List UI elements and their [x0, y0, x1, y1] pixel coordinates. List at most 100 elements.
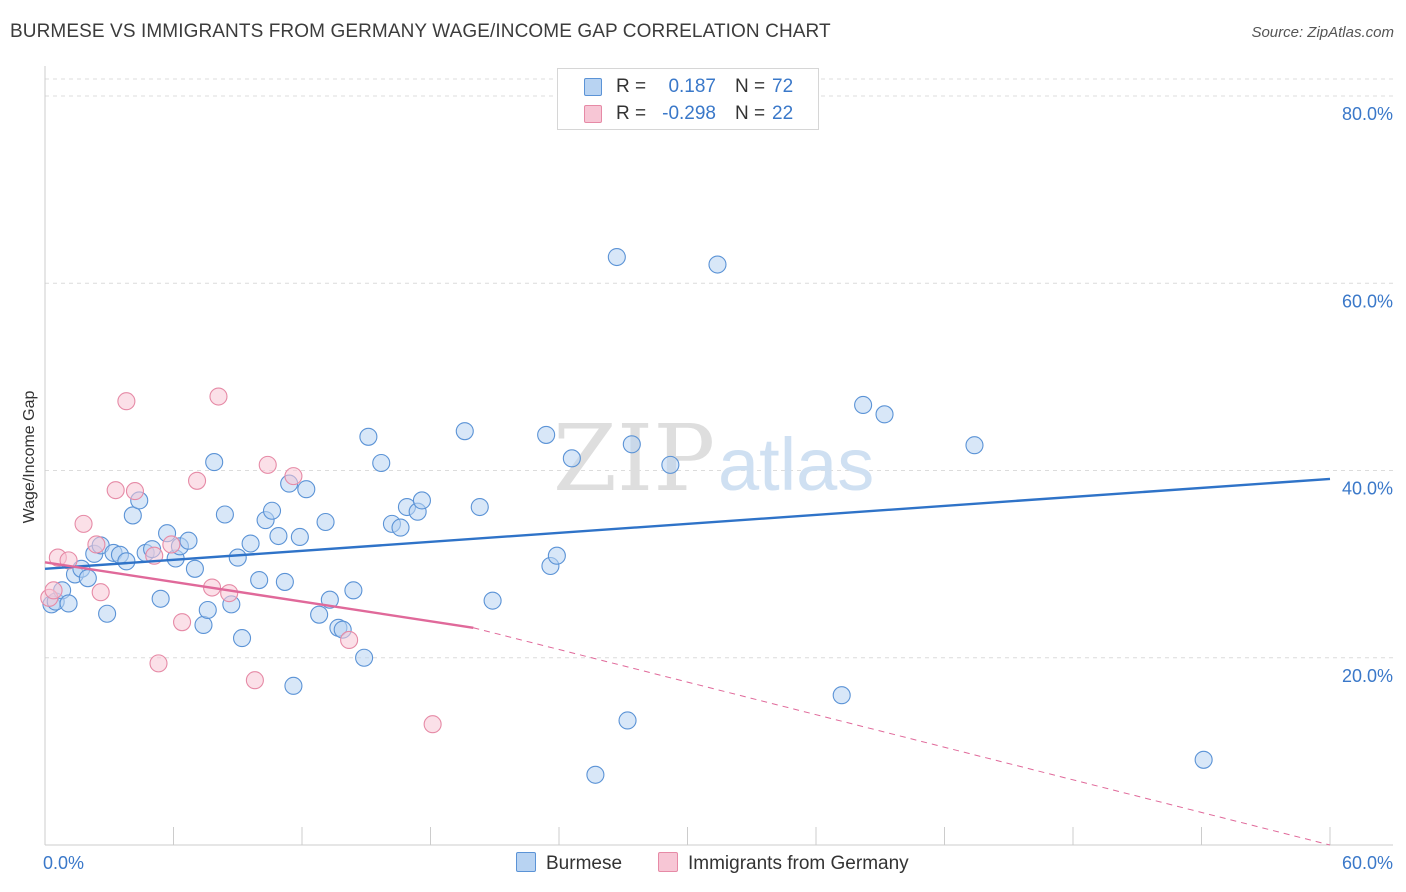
burmese-point [355, 648, 374, 667]
germany-trend-extension [473, 627, 1331, 846]
burmese-point [412, 491, 431, 510]
bottom-legend-swatch-burmese [516, 852, 536, 872]
burmese-point [297, 480, 316, 499]
burmese-point [205, 453, 224, 472]
burmese-point [250, 570, 269, 590]
legend-r-value: 0.187 [668, 76, 716, 97]
germany-point [340, 630, 359, 650]
legend-r-label: R = [616, 103, 647, 124]
legend-n-value: 72 [772, 76, 794, 97]
burmese-point [562, 449, 581, 468]
burmese-point [117, 552, 136, 571]
legend-swatch-germany [584, 105, 602, 123]
burmese-point [372, 453, 391, 473]
burmese-point [875, 405, 894, 424]
burmese-point [232, 629, 252, 648]
germany-point [258, 455, 277, 474]
germany-point [91, 583, 110, 602]
burmese-point [344, 581, 363, 600]
burmese-point [284, 676, 303, 695]
burmese-point [151, 589, 170, 608]
germany-trend-line [44, 561, 474, 629]
watermark: ZIP atlas [553, 405, 874, 512]
burmese-point [622, 435, 641, 454]
burmese-point [320, 590, 339, 609]
burmese-point [618, 711, 637, 730]
germany-point [220, 584, 239, 603]
y-tick-label: 40.0% [1342, 479, 1393, 499]
burmese-trend-line [44, 477, 1331, 571]
bottom-legend-burmese: Burmese [516, 852, 622, 875]
burmese-point [228, 548, 247, 567]
y-axis-label: Wage/Income Gap [21, 391, 38, 524]
burmese-point [483, 591, 502, 610]
burmese-point [661, 455, 680, 474]
germany-points [40, 387, 442, 734]
germany-point [106, 481, 125, 500]
x-tick-label: 0.0% [43, 853, 84, 873]
burmese-point [185, 559, 204, 578]
chart-title: BURMESE VS IMMIGRANTS FROM GERMANY WAGE/… [10, 21, 831, 42]
burmese-point [290, 527, 309, 547]
burmese-point [854, 395, 873, 415]
germany-point [173, 613, 192, 632]
germany-point [74, 514, 93, 533]
germany-point [117, 392, 136, 411]
bottom-legend-germany: Immigrants from Germany [658, 852, 909, 875]
burmese-point [316, 512, 335, 532]
burmese-point [832, 686, 851, 705]
source-label: Source: ZipAtlas.com [1251, 24, 1394, 41]
y-tick-label: 60.0% [1342, 291, 1393, 311]
burmese-point [59, 594, 78, 613]
watermark-atlas: atlas [718, 423, 874, 506]
legend-r-value: -0.298 [662, 103, 716, 124]
axes [44, 66, 1393, 846]
burmese-point [194, 615, 213, 635]
burmese-point [241, 534, 260, 553]
trend-lines [44, 477, 1331, 846]
legend-n-value: 22 [772, 103, 794, 124]
legend-n-label: N = [735, 103, 766, 124]
grid-lines [45, 78, 1393, 659]
burmese-point [123, 506, 142, 525]
burmese-point [359, 427, 378, 446]
burmese-point [607, 247, 626, 267]
burmese-point [708, 255, 727, 274]
burmese-point [215, 505, 234, 524]
germany-point [44, 581, 63, 600]
burmese-point [198, 600, 217, 620]
y-tick-label: 80.0% [1342, 104, 1393, 124]
burmese-point [1194, 750, 1213, 769]
bottom-legend-swatch-germany [658, 852, 678, 872]
burmese-point [310, 605, 329, 624]
tick-labels: 20.0% 40.0% 60.0% 80.0% 0.0% 60.0% [43, 104, 1393, 873]
burmese-point [965, 436, 984, 455]
burmese-point [78, 569, 97, 588]
germany-point [209, 387, 228, 406]
germany-point [188, 471, 207, 490]
y-tick-label: 20.0% [1342, 666, 1393, 686]
burmese-point [586, 765, 605, 784]
burmese-point [455, 422, 474, 441]
burmese-point [275, 572, 294, 591]
germany-point [162, 535, 181, 554]
bottom-legend-label: Burmese [546, 853, 623, 874]
burmese-point [98, 604, 117, 623]
germany-point [149, 654, 168, 673]
germany-point [423, 715, 442, 734]
germany-point [125, 482, 144, 501]
burmese-point [269, 526, 288, 546]
bottom-legend-label: Immigrants from Germany [688, 853, 909, 874]
burmese-points [42, 247, 1213, 784]
germany-point [87, 535, 106, 554]
legend-swatch-burmese [584, 78, 602, 96]
legend-r-label: R = [616, 76, 647, 97]
burmese-point [391, 518, 410, 537]
germany-point [284, 467, 303, 486]
burmese-point [537, 425, 556, 444]
burmese-point [470, 497, 489, 517]
x-tick-label: 60.0% [1342, 853, 1393, 873]
burmese-point [547, 546, 566, 565]
burmese-point [262, 501, 282, 520]
